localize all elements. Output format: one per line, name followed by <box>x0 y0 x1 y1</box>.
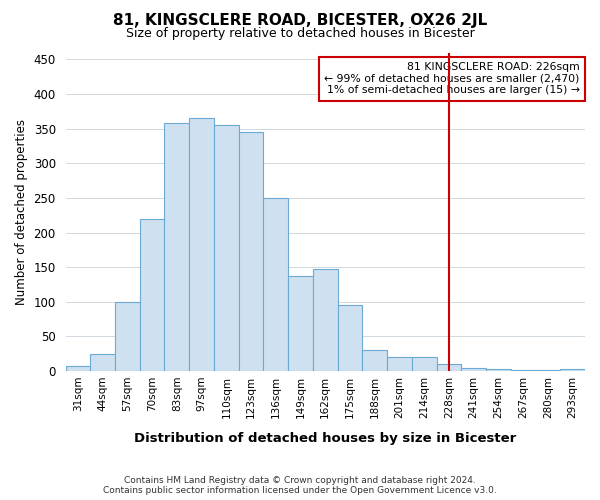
Bar <box>239 132 263 371</box>
Bar <box>362 350 387 371</box>
Bar <box>288 276 313 371</box>
Bar <box>338 304 362 371</box>
Bar <box>461 368 486 371</box>
Bar <box>115 302 140 371</box>
Text: 81, KINGSCLERE ROAD, BICESTER, OX26 2JL: 81, KINGSCLERE ROAD, BICESTER, OX26 2JL <box>113 12 487 28</box>
Text: 81 KINGSCLERE ROAD: 226sqm
← 99% of detached houses are smaller (2,470)
1% of se: 81 KINGSCLERE ROAD: 226sqm ← 99% of deta… <box>325 62 580 96</box>
Text: Size of property relative to detached houses in Bicester: Size of property relative to detached ho… <box>125 28 475 40</box>
Y-axis label: Number of detached properties: Number of detached properties <box>15 119 28 305</box>
Bar <box>536 370 560 371</box>
Bar <box>164 123 189 371</box>
Bar <box>140 218 164 371</box>
Bar <box>90 354 115 371</box>
Bar <box>486 369 511 371</box>
Bar <box>263 198 288 371</box>
Bar <box>189 118 214 371</box>
Bar <box>412 358 437 371</box>
Bar <box>560 369 585 371</box>
Bar <box>313 268 338 371</box>
Text: Contains HM Land Registry data © Crown copyright and database right 2024.
Contai: Contains HM Land Registry data © Crown c… <box>103 476 497 495</box>
Bar <box>437 364 461 371</box>
X-axis label: Distribution of detached houses by size in Bicester: Distribution of detached houses by size … <box>134 432 517 445</box>
Bar <box>214 125 239 371</box>
Bar <box>65 366 90 371</box>
Bar <box>387 358 412 371</box>
Bar <box>511 370 536 371</box>
